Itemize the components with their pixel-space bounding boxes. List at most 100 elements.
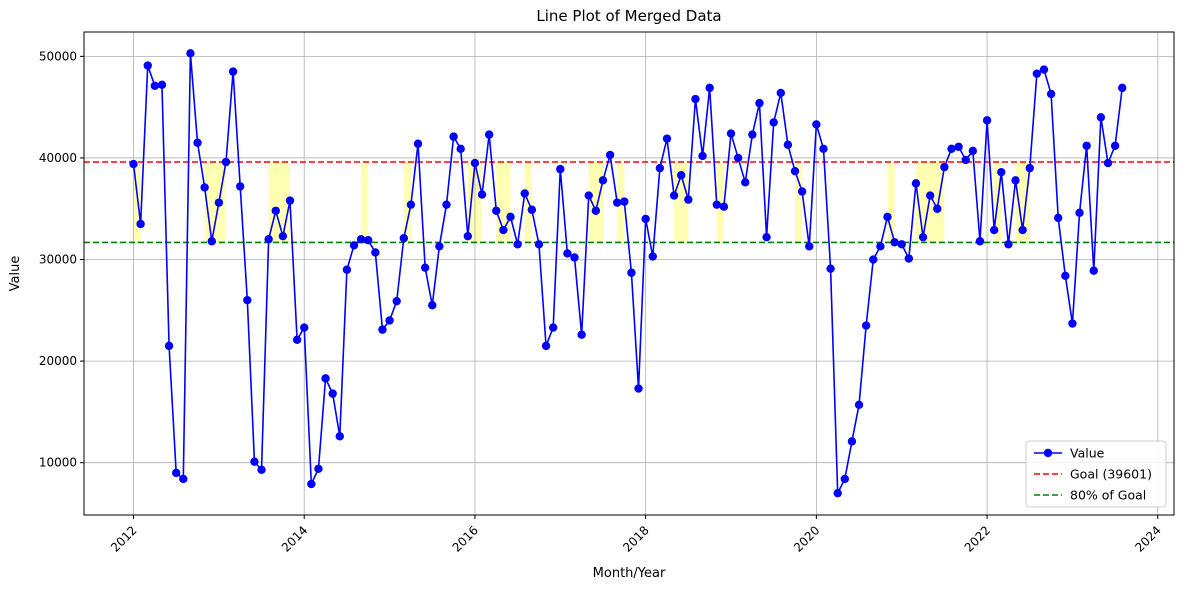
data-point (257, 465, 266, 474)
data-point (904, 254, 914, 263)
shaded-band (588, 162, 603, 243)
data-point (591, 206, 601, 215)
data-point (314, 464, 323, 473)
shaded-band (403, 162, 411, 243)
data-point (940, 162, 949, 172)
data-point (292, 335, 302, 344)
data-point (164, 341, 174, 351)
legend-label: 80% of Goal (1070, 488, 1146, 503)
y-tick-label: 40000 (39, 151, 77, 165)
shaded-band (674, 162, 689, 243)
data-point (406, 200, 416, 209)
data-point (840, 474, 850, 484)
data-point (1061, 271, 1070, 280)
data-point (819, 144, 828, 154)
data-point (342, 265, 352, 274)
data-point (179, 474, 188, 484)
legend-box (1025, 440, 1167, 508)
data-point (677, 171, 686, 180)
data-point (420, 263, 430, 272)
data-point (997, 167, 1006, 177)
data-point (954, 142, 963, 151)
data-point (833, 488, 842, 498)
data-point (741, 178, 750, 187)
data-point (1046, 89, 1056, 99)
data-point (890, 238, 899, 247)
data-point (620, 197, 629, 206)
data-point (1011, 176, 1020, 185)
data-point (1089, 266, 1098, 275)
data-point (214, 198, 224, 207)
data-point (548, 323, 558, 332)
gridlines (84, 32, 1174, 515)
data-point (499, 225, 508, 235)
data-point (385, 316, 394, 325)
data-point (207, 237, 216, 246)
y-tick-label: 20000 (39, 354, 77, 368)
data-point (442, 200, 451, 209)
data-point (627, 268, 636, 277)
data-point (989, 225, 999, 235)
y-axis-label: Value (8, 256, 23, 292)
data-point (1025, 163, 1034, 173)
legend: Value Goal (39601) 80% of Goal (1025, 440, 1167, 508)
data-point (961, 155, 970, 165)
data-point (762, 232, 771, 242)
data-point (449, 132, 458, 141)
legend-label: Goal (39601) (1070, 467, 1152, 482)
data-point (698, 151, 707, 161)
data-point (982, 116, 992, 125)
data-point (812, 120, 821, 129)
data-point (136, 219, 145, 229)
data-point (399, 234, 409, 243)
data-point (527, 205, 537, 214)
data-point (584, 191, 593, 200)
data-point (364, 236, 373, 245)
legend-marker (1043, 448, 1053, 458)
data-point (1082, 141, 1091, 150)
data-point (506, 212, 515, 222)
data-point (1018, 225, 1027, 235)
data-point (1054, 213, 1063, 223)
data-point (228, 67, 238, 76)
data-point (335, 432, 344, 441)
data-point (236, 182, 245, 191)
data-point (719, 202, 729, 211)
data-point (492, 206, 501, 215)
data-point (264, 235, 273, 244)
data-point (883, 212, 892, 222)
data-point (435, 242, 444, 251)
data-point (641, 214, 650, 224)
data-point (769, 118, 778, 127)
data-point (847, 437, 857, 446)
data-point (1032, 69, 1042, 78)
data-point (1068, 319, 1077, 328)
data-point (712, 200, 721, 209)
data-point (790, 166, 800, 176)
data-point (300, 323, 309, 332)
data-point (1096, 113, 1106, 122)
data-point (307, 479, 316, 489)
data-point (726, 129, 736, 138)
data-point (243, 295, 252, 305)
data-point (755, 98, 764, 108)
data-point (612, 198, 622, 207)
data-point (1110, 141, 1120, 150)
data-point (861, 321, 871, 330)
data-point (413, 139, 423, 148)
data-point (918, 232, 928, 242)
data-point (1004, 240, 1013, 249)
data-point (463, 231, 473, 241)
shaded-band (887, 162, 895, 243)
data-point (556, 164, 565, 174)
data-point (371, 248, 380, 257)
data-point (869, 255, 878, 264)
data-point (748, 130, 757, 139)
plot-frame (83, 31, 1175, 516)
data-point (975, 237, 985, 246)
data-point (534, 240, 544, 249)
data-point (200, 183, 209, 192)
